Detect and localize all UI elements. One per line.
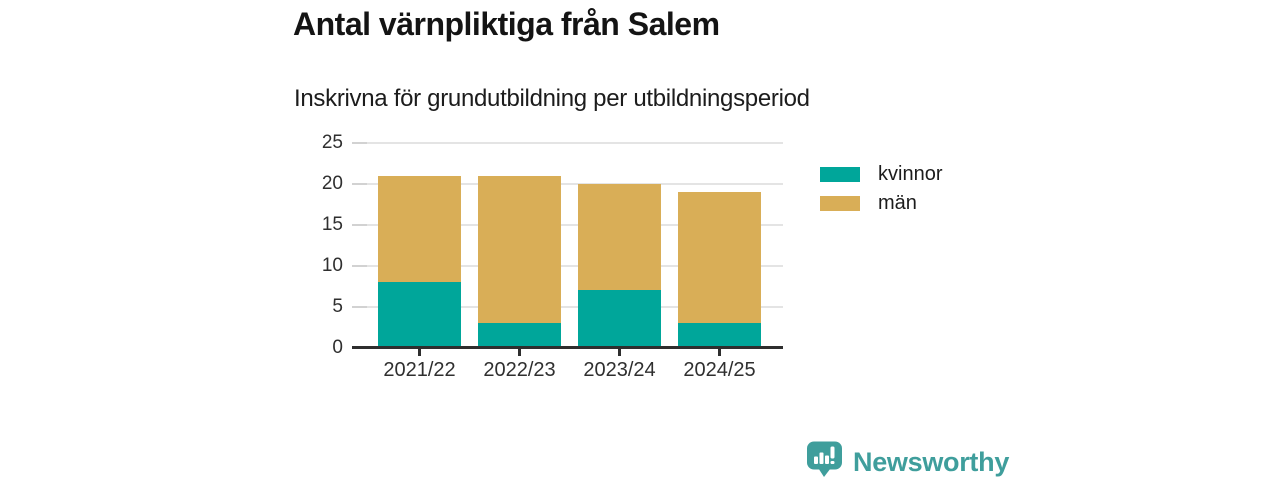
legend-label-kvinnor: kvinnor — [878, 162, 943, 185]
y-axis-tick-label: 25 — [321, 132, 343, 153]
legend-item-kvinnor: kvinnor — [820, 163, 942, 185]
y-axis-tick-label: 5 — [332, 295, 343, 317]
chart-legend: kvinnor män — [820, 163, 942, 221]
x-axis-tick — [618, 349, 621, 356]
chart-subtitle: Inskrivna för grundutbildning per utbild… — [294, 85, 810, 112]
bar-segment-män-2023/24 — [578, 183, 661, 291]
newsworthy-branding: Newsworthy — [806, 440, 1009, 480]
bar-segment-män-2021/22 — [378, 175, 461, 283]
bar-segment-kvinnor-2022/23 — [478, 322, 561, 348]
newsworthy-logo-icon — [806, 440, 844, 480]
legend-swatch-man — [820, 195, 860, 211]
bar-segment-kvinnor-2021/22 — [378, 282, 461, 348]
x-axis-label: 2021/22 — [383, 358, 456, 381]
chart-title: Antal värnpliktiga från Salem — [293, 6, 720, 42]
x-axis-label: 2022/23 — [483, 358, 556, 381]
y-axis-tick-label: 20 — [321, 172, 343, 194]
bar-segment-kvinnor-2023/24 — [578, 290, 661, 348]
gridline-10 — [367, 264, 783, 267]
bar-segment-män-2022/23 — [478, 175, 561, 323]
legend-label-man: män — [878, 191, 917, 214]
y-axis-tick-label: 10 — [321, 254, 343, 276]
y-axis-tick-label: 0 — [332, 336, 343, 358]
bar-segment-kvinnor-2024/25 — [678, 322, 761, 348]
gridline-15 — [367, 223, 783, 226]
bar-segment-män-2024/25 — [678, 192, 761, 323]
y-axis-tick — [352, 142, 367, 144]
x-axis-label: 2023/24 — [583, 358, 656, 381]
newsworthy-logo-text: Newsworthy — [853, 446, 1010, 477]
legend-item-man: män — [820, 192, 942, 214]
x-axis-tick — [518, 349, 521, 356]
x-axis-label: 2024/25 — [683, 358, 756, 381]
x-axis-tick — [718, 349, 721, 356]
gridline-5 — [367, 305, 783, 308]
gridline-25 — [367, 142, 783, 144]
y-axis-tick — [352, 264, 367, 267]
legend-swatch-kvinnor — [820, 166, 860, 182]
y-axis-tick-label: 15 — [321, 213, 343, 235]
x-axis-line — [352, 346, 783, 349]
y-axis-tick — [352, 182, 367, 185]
x-axis-tick — [418, 349, 421, 356]
gridline-20 — [367, 182, 783, 185]
y-axis-tick — [352, 223, 367, 226]
y-axis-tick — [352, 305, 367, 308]
